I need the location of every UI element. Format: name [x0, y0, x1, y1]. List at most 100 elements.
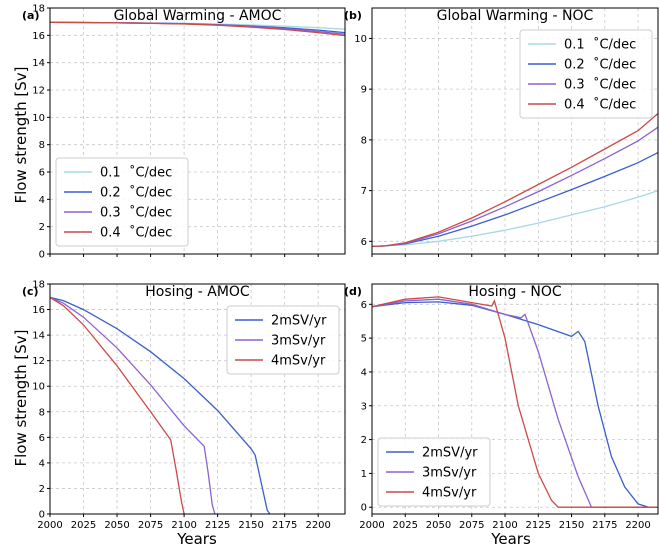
series-line-1: [49, 296, 271, 515]
legend-entry-label: 0.1 ˚C/dec: [100, 165, 172, 181]
series-line-3: [49, 296, 185, 515]
y-tick-label: 1: [361, 469, 367, 480]
panel-title: Hosing - NOC: [468, 284, 561, 300]
y-tick-label: 0: [39, 250, 45, 261]
y-tick-label: 12: [32, 356, 45, 367]
series-line-4: [49, 21, 346, 37]
y-tick-label: 2: [39, 222, 45, 233]
panel-label: (c): [22, 285, 39, 298]
x-tick-label: 2000: [37, 520, 62, 531]
x-tick-label: 2100: [492, 520, 517, 531]
legend-entry-label: 0.3 ˚C/dec: [100, 205, 172, 221]
x-tick-label: 2200: [305, 520, 330, 531]
chart-panel-1: 0 2 4 6 8 10 12 14 16 18(a) Global Warming - AMOC 0…: [22, 4, 346, 261]
legend-entry-label: 0.2 ˚C/dec: [564, 57, 636, 73]
panel-title: Hosing - AMOC: [145, 284, 250, 300]
x-tick-label: 2100: [171, 520, 196, 531]
plot-frame: [371, 7, 659, 255]
legend-entry-label: 0.2 ˚C/dec: [100, 185, 172, 201]
panel-title: Global Warming - AMOC: [114, 8, 282, 24]
x-tick-label: 2175: [592, 520, 617, 531]
panel-label: (b): [344, 9, 362, 22]
y-tick-label: 12: [32, 86, 45, 97]
y-tick-label: 18: [32, 4, 45, 15]
series-line-1: [371, 189, 659, 248]
panel-label: (a): [22, 9, 39, 22]
x-tick-label: 2200: [625, 520, 650, 531]
legend-entry-label: 0.1 ˚C/dec: [564, 37, 636, 53]
y-tick-label: 9: [361, 85, 367, 96]
x-tick-label: 2075: [459, 520, 484, 531]
panel-label: (d): [344, 285, 362, 298]
series-line-2: [371, 298, 658, 508]
y-tick-label: 0: [39, 510, 45, 521]
legend: 0.1 ˚C/dec 0.2 ˚C/dec 0.3 ˚C/dec 0.4 ˚C/dec: [519, 29, 653, 119]
x-tick-label: 2125: [526, 520, 551, 531]
y-tick-label: 6: [39, 433, 45, 444]
series-line-2: [49, 296, 216, 515]
legend: 2mSV/yr 3mSv/yr 4mSv/yr: [377, 437, 491, 507]
y-tick-label: 8: [39, 407, 45, 418]
x-tick-label: 2025: [393, 520, 418, 531]
x-tick-label: 2075: [138, 520, 163, 531]
legend-entry-label: 3mSv/yr: [271, 334, 326, 349]
x-tick-label: 2050: [104, 520, 129, 531]
legend-entry-label: 0.4 ˚C/dec: [564, 97, 636, 113]
x-tick-label: 2050: [426, 520, 451, 531]
y-tick-label: 8: [361, 135, 367, 146]
y-tick-label: 10: [354, 34, 367, 45]
y-tick-label: 7: [361, 186, 367, 197]
y-tick-label: 10: [32, 382, 45, 393]
legend-box: [377, 437, 491, 507]
x-tick-label: 2150: [238, 520, 263, 531]
x-tick-label: 2000: [359, 520, 384, 531]
y-tick-label: 14: [32, 331, 45, 342]
y-tick-label: 6: [39, 168, 45, 179]
plot-frame: [49, 283, 346, 515]
legend-entry-label: 2mSV/yr: [271, 314, 327, 329]
y-tick-label: 10: [32, 113, 45, 124]
legend-entry-label: 2mSV/yr: [422, 446, 478, 461]
y-tick-label: 16: [32, 31, 45, 42]
plot-frame: [49, 7, 346, 255]
y-tick-label: 8: [39, 140, 45, 151]
series-line-2: [371, 152, 659, 248]
series-line-3: [371, 296, 658, 508]
chart-panel-3: 0 2 4 6 8 10 12 14 16 18 2000 2025 2050 2075 2100 2125 2…: [22, 280, 346, 531]
chart-panel-4: 0 1 2 3 4 5 6 2000 2025 2050 2075 2100 2125 2150 2175 2…: [344, 283, 659, 531]
x-tick-label: 2150: [559, 520, 584, 531]
y-tick-label: 2: [39, 484, 45, 495]
legend-box: [226, 305, 340, 375]
y-axis-label-top: Flow strength [Sv]: [12, 66, 30, 203]
y-tick-label: 16: [32, 305, 45, 316]
y-tick-label: 4: [39, 195, 45, 206]
y-axis-label-bottom: Flow strength [Sv]: [12, 329, 30, 466]
series-line-1: [371, 301, 658, 508]
x-tick-label: 2125: [205, 520, 230, 531]
y-tick-label: 5: [361, 334, 367, 345]
legend: 0.1 ˚C/dec 0.2 ˚C/dec 0.3 ˚C/dec 0.4 ˚C/dec: [55, 157, 189, 247]
x-axis-label-left: Years: [176, 530, 217, 547]
y-tick-label: 6: [361, 237, 367, 248]
panel-title: Global Warming - NOC: [437, 8, 594, 24]
y-tick-label: 2: [361, 435, 367, 446]
y-tick-label: 6: [361, 300, 367, 311]
x-axis-label-right: Years: [490, 530, 531, 547]
x-tick-label: 2175: [272, 520, 297, 531]
legend: 2mSV/yr 3mSv/yr 4mSv/yr: [226, 305, 340, 375]
legend-box: [55, 157, 189, 247]
y-tick-label: 0: [361, 503, 367, 514]
y-tick-label: 4: [39, 458, 45, 469]
x-tick-label: 2025: [71, 520, 96, 531]
plot-frame: [371, 283, 659, 515]
legend-entry-label: 3mSv/yr: [422, 466, 477, 481]
legend-entry-label: 4mSv/yr: [271, 354, 326, 369]
legend-entry-label: 0.4 ˚C/dec: [100, 225, 172, 241]
y-tick-label: 4: [361, 367, 367, 378]
legend-box: [519, 29, 653, 119]
y-tick-label: 18: [32, 280, 45, 291]
series-line-4: [371, 113, 659, 248]
y-tick-label: 14: [32, 58, 45, 69]
y-tick-label: 3: [361, 401, 367, 412]
